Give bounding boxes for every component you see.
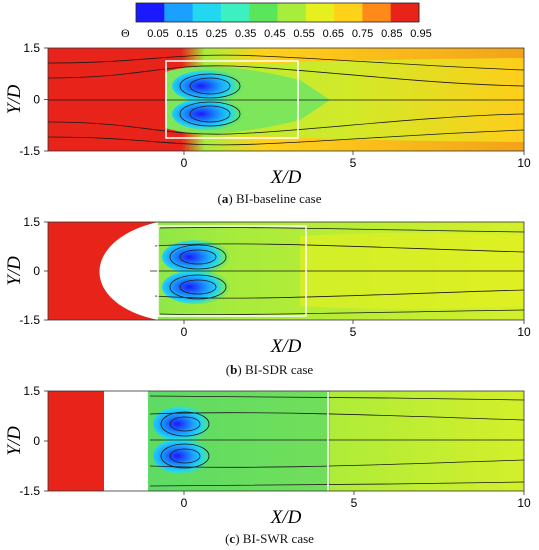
colorbar-cell bbox=[164, 3, 194, 22]
colorbar-cell bbox=[305, 3, 335, 22]
caption-c-letter: c bbox=[229, 531, 236, 546]
x-tick-label: 0 bbox=[181, 496, 188, 510]
x-tick-label: 5 bbox=[350, 325, 357, 339]
caption-b-letter: b bbox=[230, 362, 238, 377]
y-axis-label: Y/D bbox=[4, 256, 25, 286]
vortex-lower-c bbox=[153, 438, 213, 474]
caption-a: (a) BI-baseline case bbox=[217, 191, 322, 206]
vortex-upper-a bbox=[172, 70, 244, 102]
y-axis-label: Y/D bbox=[4, 84, 25, 114]
caption-b: (b) BI-SDR case bbox=[225, 362, 314, 377]
streamlines-c bbox=[149, 395, 525, 487]
colorbar-tick-labels: 0.05 0.15 0.25 0.35 0.45 0.55 0.65 0.75 0.85 0.95 bbox=[147, 28, 431, 40]
white-cutout-b bbox=[99, 222, 158, 320]
x-tick-label: 10 bbox=[517, 156, 531, 170]
x-axis-label: X/D bbox=[270, 336, 302, 357]
colorbar-tick-label: 0.25 bbox=[206, 28, 227, 40]
x-tick-label: 10 bbox=[517, 496, 531, 510]
y-tick-label: -1.5 bbox=[19, 484, 40, 498]
colorbar-cell bbox=[136, 3, 165, 22]
colorbar-tick-label: 0.95 bbox=[410, 28, 431, 40]
streamlines-a bbox=[47, 54, 525, 146]
axes-panel-b: 1.5 0 -1.5 0 5 10 X/D Y/D bbox=[4, 215, 531, 357]
x-tick-label: 0 bbox=[181, 156, 188, 170]
y-tick-label: 0 bbox=[33, 264, 40, 278]
y-axis-label: Y/D bbox=[4, 426, 25, 456]
highlight-box-b bbox=[157, 225, 307, 317]
colorbar-tick-label: 0.65 bbox=[323, 28, 344, 40]
y-tick-label: 1.5 bbox=[23, 41, 40, 55]
colorbar-cells bbox=[136, 3, 420, 22]
colorbar-tick-label: 0.55 bbox=[293, 28, 314, 40]
vortex-lower-a bbox=[172, 98, 244, 130]
panel-b bbox=[48, 222, 525, 320]
colorbar: Θ 0.05 0.15 0.25 0.35 0.45 0.55 0.65 0.75 0.85 0.… bbox=[121, 2, 432, 40]
caption-c: (c) BI-SWR case bbox=[225, 531, 314, 546]
y-tick-label: 1.5 bbox=[23, 215, 40, 229]
y-tick-label: 1.5 bbox=[23, 384, 40, 398]
x-tick-label: 10 bbox=[517, 325, 531, 339]
colorbar-tick-label: 0.75 bbox=[352, 28, 373, 40]
caption-b-text: BI-SDR case bbox=[241, 362, 314, 377]
colorbar-cell bbox=[220, 3, 250, 22]
colorbar-symbol: Θ bbox=[121, 26, 130, 40]
colorbar-cell bbox=[390, 3, 420, 22]
panel-a bbox=[47, 48, 525, 151]
x-axis-label: X/D bbox=[270, 507, 302, 528]
y-tick-label: 0 bbox=[33, 434, 40, 448]
colorbar-cell bbox=[277, 3, 307, 22]
colorbar-tick-label: 0.85 bbox=[381, 28, 402, 40]
highlight-box-a bbox=[165, 60, 299, 139]
caption-c-text: BI-SWR case bbox=[239, 531, 314, 546]
y-tick-label: 0 bbox=[33, 93, 40, 107]
colorbar-cell bbox=[249, 3, 278, 22]
y-tick-label: -1.5 bbox=[19, 144, 40, 158]
colorbar-tick-label: 0.15 bbox=[177, 28, 198, 40]
colorbar-tick-label: 0.05 bbox=[147, 28, 168, 40]
caption-a-letter: a bbox=[221, 191, 229, 206]
colorbar-tick-label: 0.35 bbox=[235, 28, 256, 40]
colorbar-cell bbox=[192, 3, 222, 22]
axes-panel-a: 1.5 0 -1.5 0 5 10 X/D Y/D bbox=[4, 41, 531, 188]
x-axis-label: X/D bbox=[270, 167, 302, 188]
panel-c bbox=[48, 391, 525, 491]
y-tick-label: -1.5 bbox=[19, 313, 40, 327]
x-tick-label: 0 bbox=[181, 325, 188, 339]
colorbar-cell bbox=[362, 3, 392, 22]
streamlines-b bbox=[149, 227, 525, 315]
axes-layer: 1.5 0 -1.5 0 5 10 X/D Y/D 1.5 0 -1.5 0 5 10 X/D Y/D 1.5 0… bbox=[4, 41, 531, 528]
x-tick-label: 5 bbox=[351, 496, 358, 510]
colorbar-tick-label: 0.45 bbox=[264, 28, 285, 40]
colorbar-cell bbox=[334, 3, 363, 22]
caption-a-text: BI-baseline case bbox=[232, 191, 322, 206]
field-c-left bbox=[48, 391, 104, 491]
x-tick-label: 5 bbox=[350, 156, 357, 170]
vortex-upper-c bbox=[153, 406, 213, 442]
axes-panel-c: 1.5 0 -1.5 5 0 10 X/D Y/D bbox=[4, 384, 531, 528]
